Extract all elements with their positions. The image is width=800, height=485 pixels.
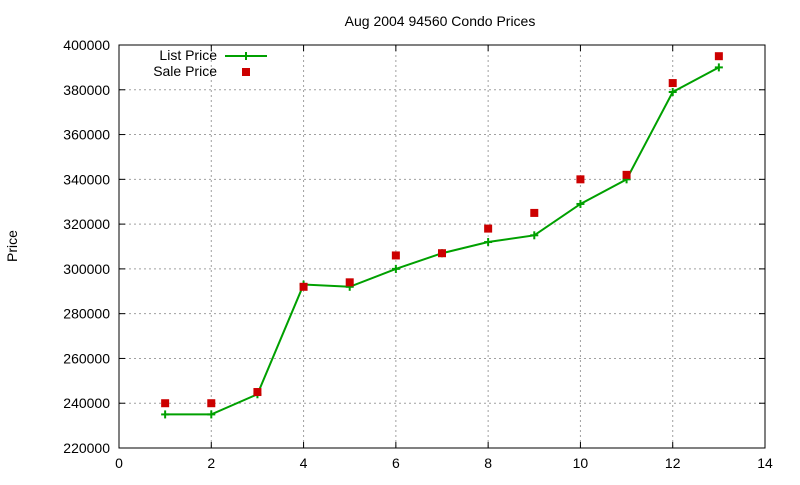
x-tick-label: 0 [115,455,123,471]
ticks: 0 2 4 6 8 10 12 14 220000 240000 260000 280000 30000… [63,37,773,471]
list-price-line [165,66,720,416]
list-price-point [484,238,493,247]
x-tick-label: 6 [392,455,400,471]
y-tick-label: 320000 [63,216,110,232]
y-tick-label: 260000 [63,350,110,366]
sale-price-point [253,388,262,397]
plot-frame [118,44,766,449]
sale-price-point [161,399,170,408]
list-price-point [391,264,400,273]
list-price-point [576,199,585,208]
y-tick-label: 340000 [63,171,110,187]
sale-price-point [714,52,723,61]
y-axis-label: Price [4,230,20,262]
list-price-point [207,410,216,419]
y-tick-label: 380000 [63,82,110,98]
x-tick-label: 4 [300,455,308,471]
sale-price-point [484,224,493,233]
list-price-point [161,410,170,419]
y-tick-label: 300000 [63,261,110,277]
legend-label-sale-price: Sale Price [153,63,217,79]
list-price-point [668,88,677,97]
x-tick-label: 12 [665,455,681,471]
sale-price-point [530,208,539,217]
x-tick-label: 2 [207,455,215,471]
chart-title: Aug 2004 94560 Condo Prices [345,13,536,29]
y-tick-label: 220000 [63,440,110,456]
legend: List Price Sale Price [153,47,267,79]
sale-price-point [345,278,354,287]
x-tick-label: 14 [757,455,773,471]
y-tick-label: 360000 [63,127,110,143]
list-price-point [714,63,723,72]
y-tick-label: 400000 [63,37,110,53]
sale-price-point [391,251,400,260]
y-tick-label: 240000 [63,395,110,411]
sale-price-point [576,175,585,184]
list-price-point [530,231,539,240]
sale-price-point [438,249,446,258]
y-tick-label: 280000 [63,306,110,322]
sale-price-point [299,282,308,291]
x-tick-label: 10 [573,455,589,471]
sale-price-point [668,79,677,88]
grid [119,45,765,448]
x-tick-label: 8 [484,455,492,471]
sale-price-point [207,399,216,408]
series [161,52,723,419]
legend-marker-sale-price [242,68,250,76]
legend-label-list-price: List Price [159,47,217,63]
sale-price-point [622,170,631,179]
